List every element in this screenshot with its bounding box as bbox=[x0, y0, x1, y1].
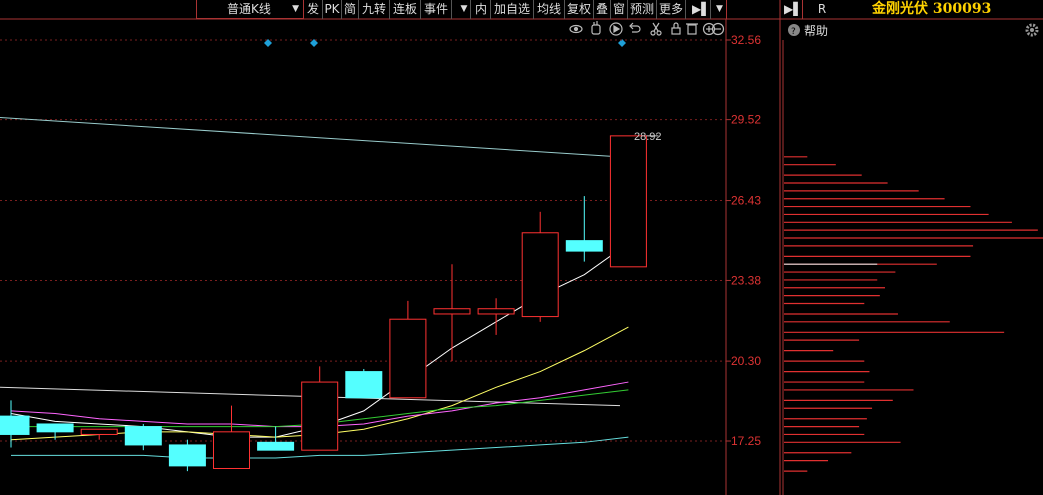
zoom-in-icon[interactable] bbox=[702, 22, 716, 36]
y-tick-label: 23.38 bbox=[731, 273, 761, 287]
y-tick-label: 20.30 bbox=[731, 354, 761, 368]
toolbar-button-nei[interactable]: 内 bbox=[472, 0, 491, 19]
candle-body bbox=[565, 240, 603, 252]
candlestick bbox=[257, 426, 295, 451]
candle-body bbox=[36, 423, 74, 433]
trash-icon[interactable] bbox=[686, 23, 698, 35]
lock-icon[interactable] bbox=[671, 22, 681, 35]
stock-name-code: 金刚光伏 300093 bbox=[872, 1, 992, 17]
candlestick bbox=[36, 423, 74, 440]
moving-average-line bbox=[11, 436, 629, 459]
candle-body bbox=[213, 431, 250, 470]
candle-body bbox=[521, 232, 559, 318]
toolbar-button-fa[interactable]: 发 bbox=[304, 0, 323, 19]
help-label[interactable]: 帮助 bbox=[804, 24, 829, 38]
toolbar-button-shijian[interactable]: 事件 bbox=[421, 0, 452, 19]
toolbar-button-lianban[interactable]: 连板 bbox=[390, 0, 421, 19]
candlestick bbox=[389, 300, 427, 399]
svg-text:?: ? bbox=[791, 27, 796, 37]
candlestick bbox=[565, 196, 603, 262]
hand-icon[interactable] bbox=[591, 21, 601, 35]
candle-body bbox=[80, 428, 118, 435]
settings-gear-icon[interactable] bbox=[1025, 23, 1039, 37]
toolbar-dropdown-icon[interactable]: ▼ bbox=[713, 0, 727, 19]
r-label: R bbox=[817, 2, 827, 16]
scissors-icon[interactable] bbox=[650, 22, 662, 36]
candlestick bbox=[168, 439, 206, 472]
y-tick-label: 17.25 bbox=[731, 434, 761, 448]
candlestick bbox=[80, 428, 118, 440]
event-marker[interactable] bbox=[310, 39, 318, 47]
event-marker[interactable] bbox=[618, 39, 626, 47]
event-marker[interactable] bbox=[264, 39, 272, 47]
expand-arrow-icon[interactable]: ▶▌ bbox=[692, 0, 711, 19]
long-ma-line bbox=[0, 117, 621, 158]
candlestick bbox=[345, 368, 383, 399]
candle-body bbox=[609, 135, 647, 268]
candlestick bbox=[609, 135, 647, 268]
panel-toggle-icon[interactable]: ▶▌ bbox=[784, 0, 803, 19]
candlestick bbox=[433, 264, 471, 362]
chart-tools[interactable] bbox=[569, 21, 725, 36]
candle-body bbox=[168, 444, 206, 467]
candlestick bbox=[213, 405, 250, 470]
y-tick-label: 32.56 bbox=[731, 33, 761, 47]
candle-body bbox=[433, 308, 471, 315]
period-label: 普通K线 bbox=[227, 2, 271, 16]
candlestick bbox=[301, 366, 339, 451]
toolbar-button-chuang[interactable]: 窗 bbox=[611, 0, 628, 19]
candle-body bbox=[477, 308, 515, 315]
high-marker-label: 28.92 bbox=[634, 131, 662, 143]
toolbar-button-gengduo[interactable]: 更多 bbox=[657, 0, 686, 19]
eye-icon[interactable] bbox=[569, 24, 583, 34]
toolbar-button-yuce[interactable]: 预测 bbox=[628, 0, 657, 19]
candle-body bbox=[124, 426, 162, 446]
toolbar-button-die[interactable]: 叠 bbox=[594, 0, 611, 19]
candle-body bbox=[345, 371, 383, 399]
candlestick bbox=[477, 298, 515, 335]
undo-icon[interactable] bbox=[629, 22, 641, 33]
toolbar-button-junxian[interactable]: 均线 bbox=[534, 0, 565, 19]
period-select[interactable]: 普通K线 ▼ bbox=[196, 0, 304, 19]
candle-body bbox=[389, 318, 427, 399]
chevron-down-icon: ▼ bbox=[292, 4, 299, 14]
y-tick-label: 29.52 bbox=[731, 113, 761, 127]
candlestick bbox=[0, 400, 30, 448]
toolbar-button-fuquan[interactable]: 复权 bbox=[565, 0, 594, 19]
candle-body bbox=[257, 441, 295, 451]
candle-body bbox=[301, 381, 339, 451]
candlestick bbox=[521, 211, 559, 322]
help-icon[interactable]: ? bbox=[788, 24, 800, 37]
toolbar-button-jian[interactable]: 简 bbox=[342, 0, 359, 19]
toolbar-button-jiuzhuan[interactable]: 九转 bbox=[359, 0, 390, 19]
y-tick-label: 26.43 bbox=[731, 194, 761, 208]
zoom-out-icon[interactable] bbox=[711, 22, 725, 36]
candlestick bbox=[124, 423, 162, 451]
play-icon[interactable] bbox=[609, 22, 623, 36]
toolbar-button-jiazixuan[interactable]: 加自选 bbox=[491, 0, 534, 19]
toolbar-more-arrow[interactable]: ▼ bbox=[458, 0, 471, 19]
candle-body bbox=[0, 415, 30, 435]
toolbar-button-pk[interactable]: PK bbox=[323, 0, 342, 19]
